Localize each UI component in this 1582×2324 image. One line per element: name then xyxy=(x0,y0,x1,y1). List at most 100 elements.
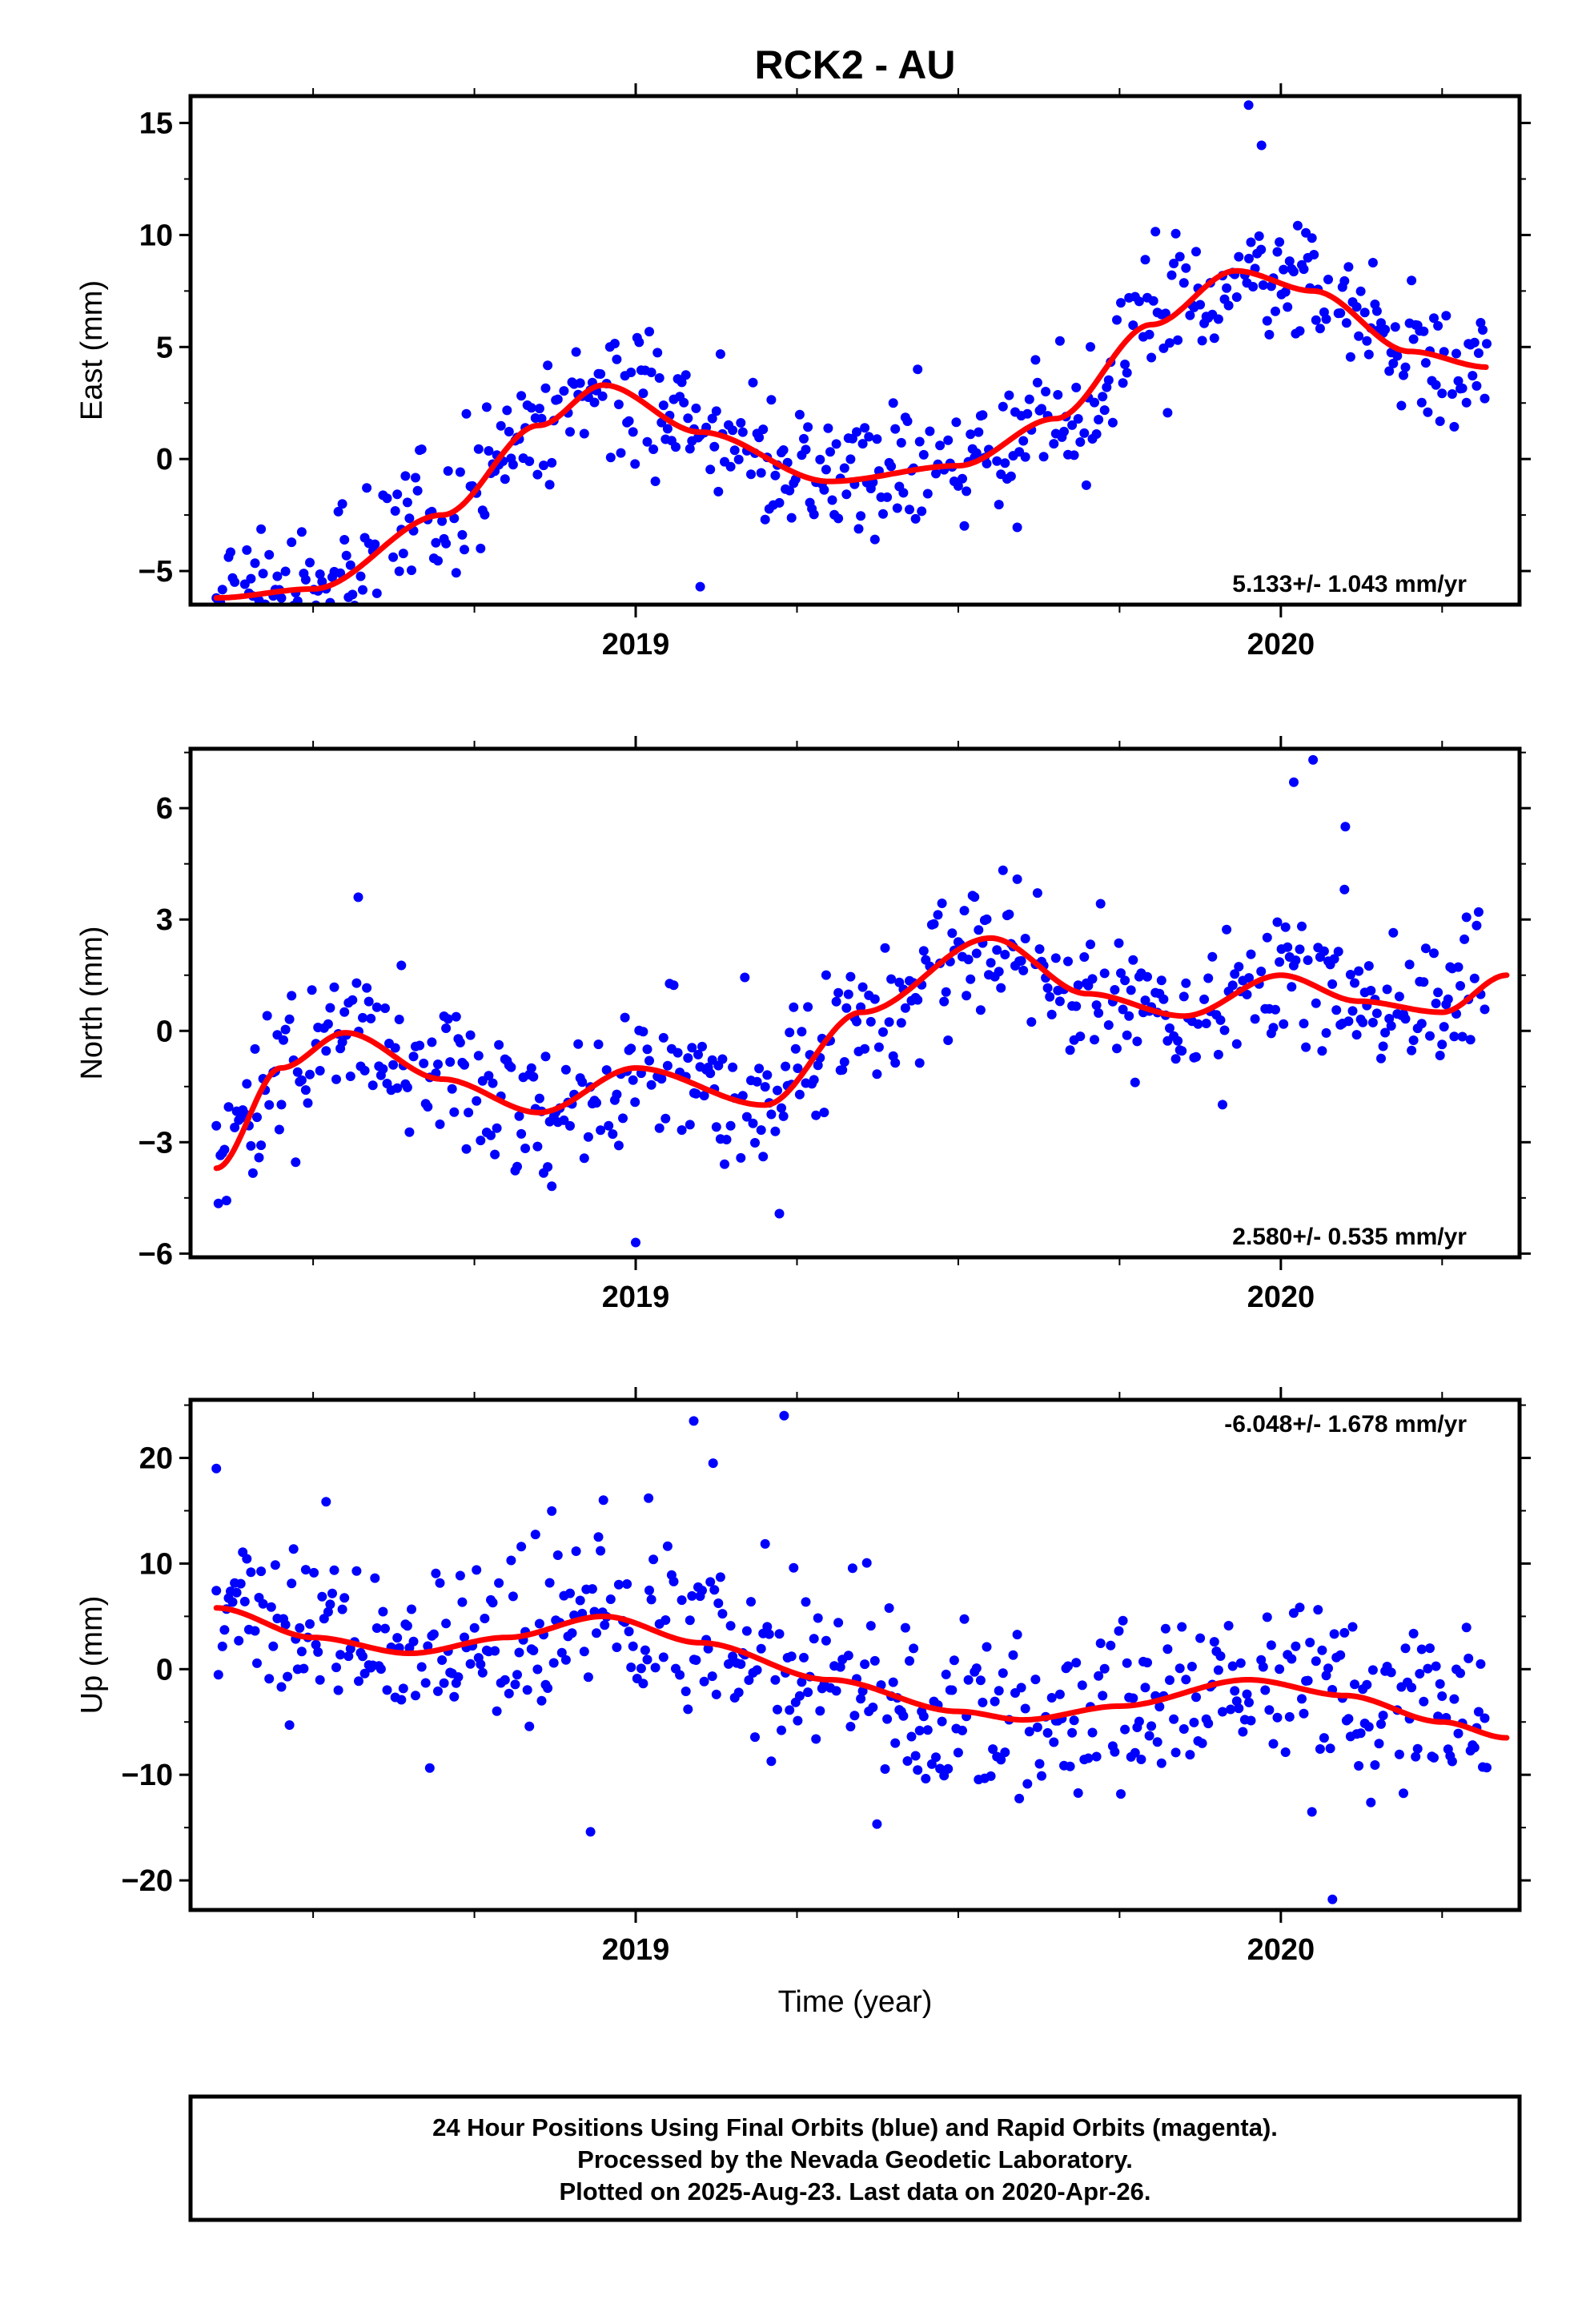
data-point xyxy=(1169,259,1179,268)
data-point xyxy=(1209,333,1219,344)
data-point xyxy=(831,1686,841,1696)
data-point xyxy=(1280,1747,1291,1757)
data-point xyxy=(329,982,339,992)
data-point xyxy=(343,1651,354,1662)
data-point xyxy=(1468,371,1478,381)
data-point xyxy=(861,1558,872,1568)
data-point xyxy=(583,1132,593,1142)
data-point xyxy=(506,1555,516,1566)
data-point xyxy=(605,1594,616,1604)
data-point xyxy=(272,571,283,581)
data-point xyxy=(1343,1016,1354,1027)
data-point xyxy=(1144,329,1154,340)
data-point xyxy=(1246,237,1256,247)
data-point xyxy=(1262,1612,1272,1622)
data-point xyxy=(371,1002,382,1012)
east-panel: −5 0 5 10 15 2019 2020 East (mm) 5.133+/- 1.043 … xyxy=(75,83,1531,661)
data-point xyxy=(971,448,982,458)
data-point xyxy=(756,1125,766,1136)
data-point xyxy=(803,1687,813,1698)
data-point xyxy=(234,629,243,638)
data-point xyxy=(423,1102,433,1112)
data-point xyxy=(587,1584,597,1594)
data-point xyxy=(1148,296,1158,306)
data-point xyxy=(914,436,925,447)
data-point xyxy=(766,1756,777,1767)
data-point xyxy=(922,1725,933,1735)
data-point xyxy=(1472,920,1482,931)
data-point xyxy=(411,472,420,483)
data-point xyxy=(691,1088,701,1099)
data-point xyxy=(565,1120,575,1131)
data-point xyxy=(1319,1733,1329,1743)
data-point xyxy=(736,1152,746,1163)
data-point xyxy=(502,405,512,416)
data-point xyxy=(1042,983,1053,993)
data-point xyxy=(935,440,946,451)
data-point xyxy=(476,543,486,553)
data-point xyxy=(1223,1621,1234,1630)
data-point xyxy=(258,569,268,579)
data-point xyxy=(1416,1019,1427,1029)
data-point xyxy=(1094,415,1104,424)
data-point xyxy=(1195,1633,1206,1643)
data-point xyxy=(733,1687,744,1698)
data-point xyxy=(697,1041,707,1051)
data-point xyxy=(534,1618,544,1629)
data-point xyxy=(982,458,992,468)
data-point xyxy=(423,1641,433,1651)
data-point xyxy=(1034,1759,1045,1769)
data-point xyxy=(890,1058,901,1068)
data-point xyxy=(1350,1679,1359,1690)
data-point xyxy=(370,1573,380,1583)
data-point xyxy=(575,1595,585,1606)
data-point xyxy=(217,1641,227,1651)
data-point xyxy=(451,568,461,578)
data-point xyxy=(441,538,452,549)
data-point xyxy=(400,471,411,481)
up-fit-curve xyxy=(213,1605,1510,1741)
data-point xyxy=(1054,336,1065,346)
data-point xyxy=(1367,1017,1378,1027)
data-point xyxy=(1231,292,1242,302)
data-point xyxy=(963,955,974,965)
footer-line-2: Processed by the Nevada Geodetic Laborat… xyxy=(577,2145,1133,2173)
data-point xyxy=(1235,1658,1246,1668)
data-point xyxy=(219,1144,230,1155)
data-point xyxy=(455,467,465,477)
x-tick-label: 2020 xyxy=(1247,628,1315,661)
data-point xyxy=(1116,1789,1126,1799)
data-point xyxy=(1185,310,1195,320)
data-point xyxy=(565,1588,575,1598)
data-point xyxy=(1437,1039,1447,1050)
data-point xyxy=(715,1572,725,1582)
data-point xyxy=(1321,1027,1331,1038)
data-point xyxy=(1054,1689,1065,1699)
data-point xyxy=(1128,320,1138,331)
data-point xyxy=(785,1027,795,1038)
data-point xyxy=(246,1140,256,1151)
data-point xyxy=(898,488,909,498)
x-tick-label: 2020 xyxy=(1247,1281,1315,1314)
data-point xyxy=(547,1506,557,1516)
data-point xyxy=(1268,1023,1279,1033)
data-point xyxy=(1313,1605,1323,1615)
data-point xyxy=(526,1063,536,1073)
data-point xyxy=(1301,1042,1311,1052)
data-point xyxy=(943,435,954,445)
data-point xyxy=(1116,298,1126,308)
data-point xyxy=(856,1694,866,1704)
data-point xyxy=(1231,1696,1242,1707)
data-point xyxy=(1063,956,1073,967)
data-point xyxy=(1367,1665,1378,1675)
data-point xyxy=(390,1043,400,1053)
data-point xyxy=(341,550,351,561)
data-point xyxy=(480,509,490,520)
data-point xyxy=(1425,1643,1435,1654)
data-point xyxy=(1000,950,1010,959)
data-point xyxy=(510,1679,520,1690)
data-point xyxy=(815,1706,825,1716)
data-point xyxy=(1242,989,1252,999)
data-point xyxy=(1099,1663,1110,1674)
